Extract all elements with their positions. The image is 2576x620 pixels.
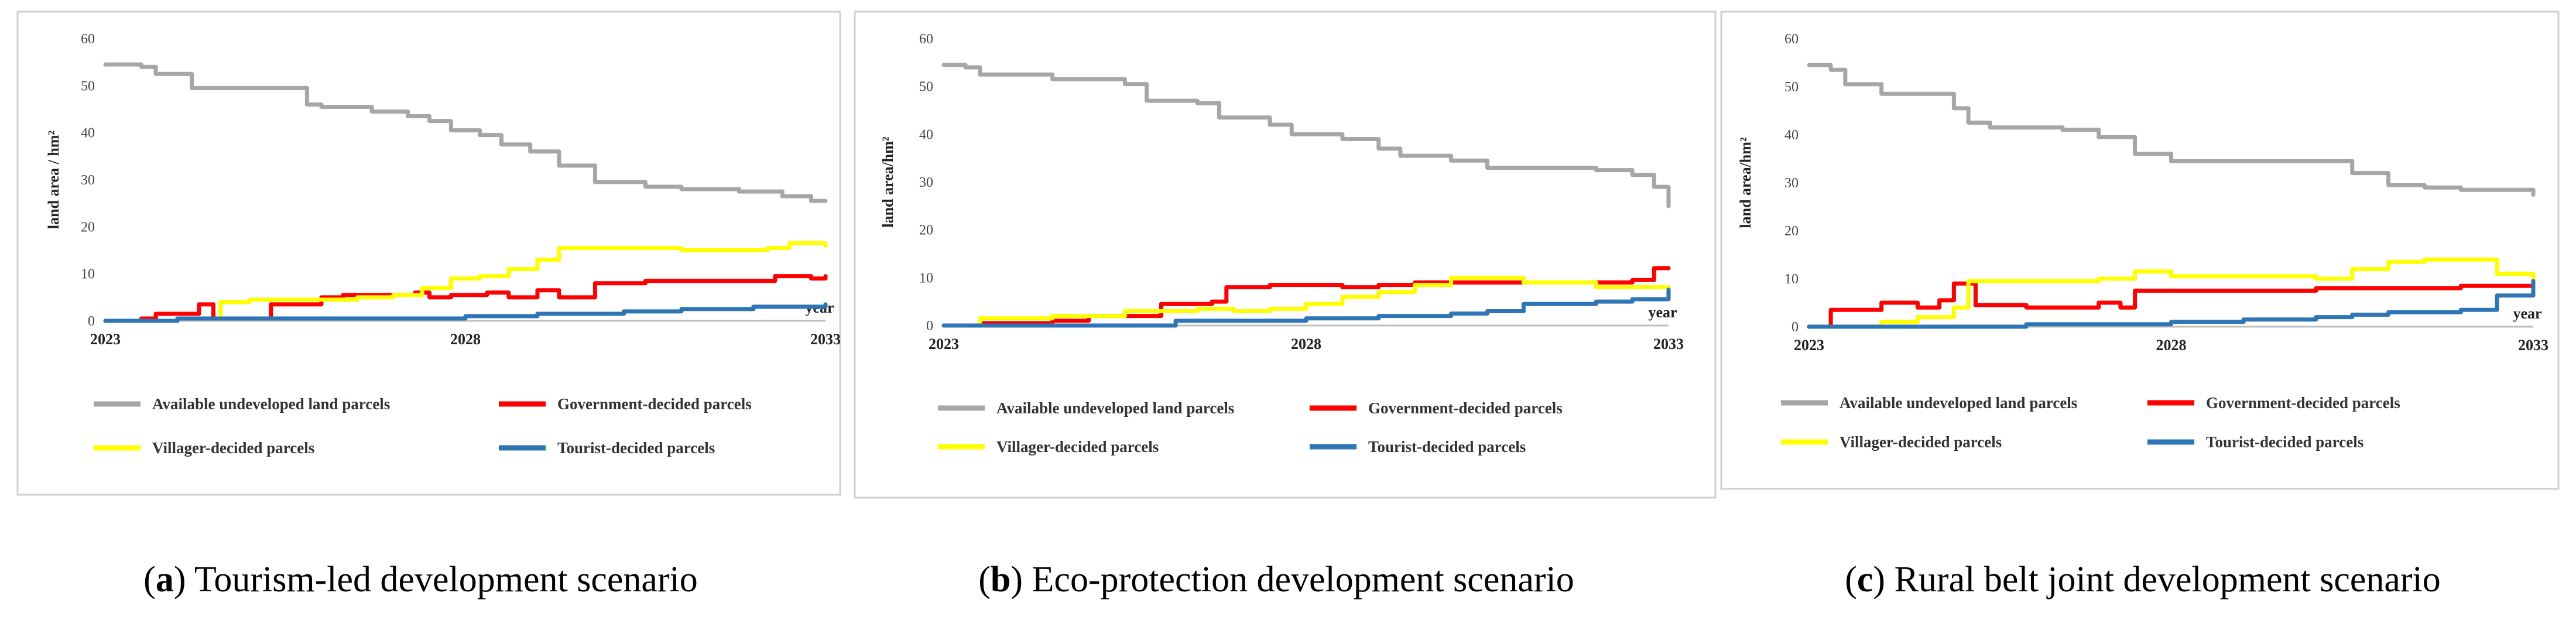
y-tick-label: 10	[919, 270, 933, 286]
x-tick-label: 2028	[2156, 337, 2187, 354]
legend-label: Available undeveloped land parcels	[152, 395, 390, 413]
x-tick-label: 2023	[929, 335, 959, 352]
series-line-1	[103, 62, 828, 203]
y-tick-label: 0	[1791, 320, 1799, 335]
caption-c-text: Rural belt joint development scenario	[1885, 560, 2441, 600]
x-axis-label: year	[1648, 304, 1677, 321]
legend-label: Villager-decided parcels	[1839, 433, 2002, 451]
caption-a: (a) Tourism-led development scenario	[143, 560, 698, 600]
caption-c-letter: c	[1856, 560, 1873, 600]
series-line-3	[1807, 257, 2536, 329]
y-tick-label: 30	[1784, 176, 1799, 191]
series-line-3	[941, 275, 1671, 328]
series-line-2	[103, 274, 828, 323]
caption-a-text: Tourism-led development scenario	[186, 560, 698, 600]
x-tick-label: 2033	[810, 331, 841, 348]
y-tick-label: 40	[81, 126, 95, 141]
caption-b-text: Eco-protection development scenario	[1023, 560, 1574, 600]
y-tick-label: 40	[1784, 128, 1799, 143]
y-tick-label: 10	[81, 267, 95, 282]
legend-label: Tourist-decided parcels	[2206, 433, 2363, 451]
legend-label: Available undeveloped land parcels	[1839, 394, 2077, 412]
legend-label: Government-decided parcels	[2206, 394, 2400, 412]
y-tick-label: 60	[81, 32, 95, 47]
chart-frame	[16, 11, 841, 496]
y-tick-label: 10	[1784, 272, 1799, 287]
y-tick-label: 0	[88, 314, 95, 329]
y-tick-label: 60	[1784, 32, 1799, 47]
legend-label: Available undeveloped land parcels	[996, 399, 1234, 417]
series-line-4	[1807, 279, 2536, 329]
caption-a-letter: a	[155, 560, 174, 600]
x-tick-label: 2023	[1794, 337, 1824, 354]
y-axis-label: land area/hm²	[879, 136, 896, 228]
caption-b-letter: b	[990, 560, 1011, 600]
chart-panel-2: 0 10 20 30 40 50 60 2023 2028 2033 year land area/h…	[854, 11, 1717, 499]
y-tick-label: 0	[926, 318, 933, 334]
y-tick-label: 50	[81, 78, 95, 94]
series-line-4	[103, 302, 828, 323]
x-tick-label: 2033	[1653, 335, 1684, 352]
series-line-1	[941, 63, 1671, 208]
series-line-2	[1807, 281, 2536, 329]
y-tick-label: 60	[919, 32, 933, 47]
y-tick-label: 30	[919, 175, 933, 190]
legend-label: Tourist-decided parcels	[557, 439, 715, 457]
y-tick-label: 20	[1784, 224, 1799, 239]
legend-label: Government-decided parcels	[1368, 399, 1563, 417]
x-axis-label: year	[2513, 305, 2541, 322]
x-tick-label: 2023	[90, 331, 121, 348]
series-line-4	[941, 287, 1671, 328]
series-line-1	[1807, 63, 2536, 197]
chart-frame	[854, 11, 1717, 499]
y-tick-label: 20	[81, 220, 95, 235]
chart-panel-3: 0 10 20 30 40 50 60 2023 2028 2033 year land area/h…	[1720, 11, 2560, 490]
caption-b: (b) Eco-protection development scenario	[978, 560, 1574, 600]
y-axis-label: land area/hm²	[1737, 137, 1754, 228]
y-tick-label: 20	[919, 223, 933, 238]
x-tick-label: 2028	[1291, 335, 1321, 352]
caption-c: (c) Rural belt joint development scenari…	[1845, 560, 2441, 600]
y-tick-label: 50	[919, 80, 933, 95]
y-tick-label: 50	[1784, 80, 1799, 95]
y-tick-label: 30	[81, 173, 95, 188]
series-line-3	[103, 241, 828, 323]
y-axis-label: land area / hm²	[45, 131, 62, 229]
legend-label: Tourist-decided parcels	[1368, 438, 1526, 455]
chart-frame	[1720, 11, 2560, 490]
legend-label: Villager-decided parcels	[996, 438, 1159, 455]
legend-label: Villager-decided parcels	[152, 439, 314, 457]
x-tick-label: 2028	[450, 331, 481, 348]
legend-label: Government-decided parcels	[557, 395, 752, 413]
y-tick-label: 40	[919, 127, 933, 142]
x-tick-label: 2033	[2518, 337, 2548, 354]
